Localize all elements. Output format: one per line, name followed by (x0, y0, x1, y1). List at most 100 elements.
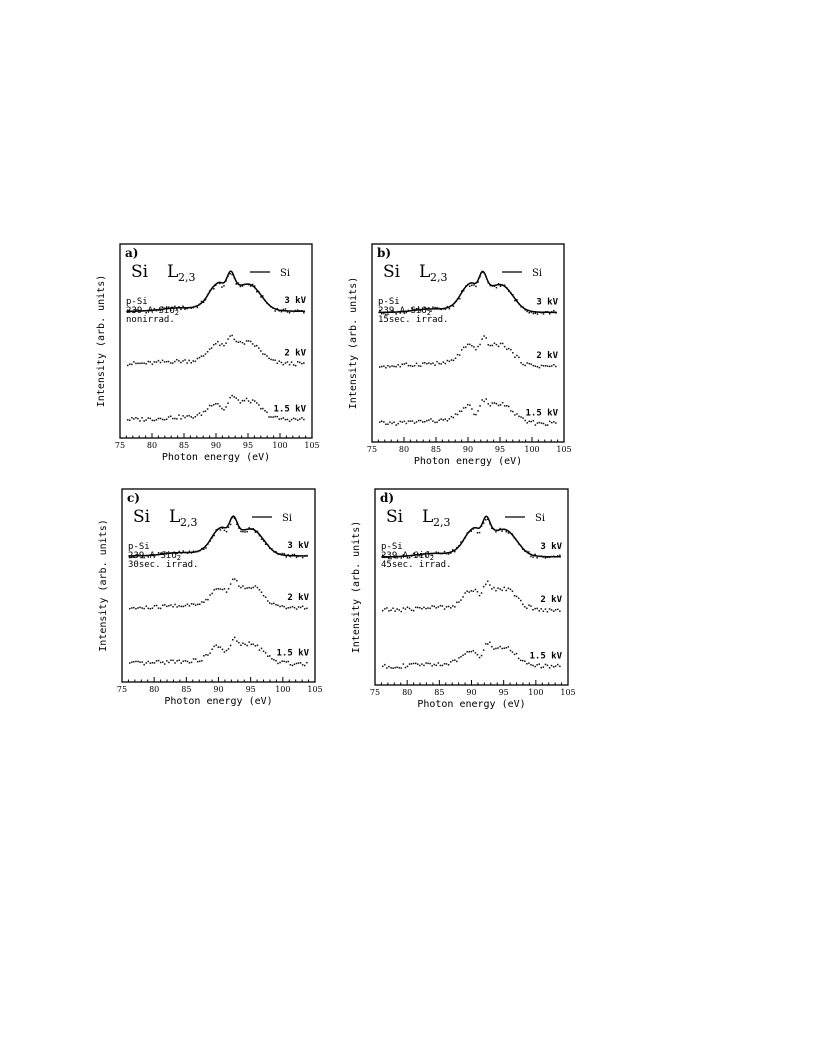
data-point (213, 645, 215, 648)
data-point (534, 424, 537, 426)
data-point (289, 606, 292, 609)
series-dots (127, 394, 305, 423)
data-point (396, 666, 398, 668)
data-point (238, 641, 240, 644)
data-point (389, 366, 391, 368)
data-point (510, 410, 512, 412)
data-point (215, 644, 217, 646)
data-point (127, 419, 129, 421)
data-point (168, 661, 170, 664)
data-point (233, 396, 235, 398)
data-point (546, 310, 549, 313)
data-point (234, 636, 236, 639)
x-tick-label: 100 (272, 441, 287, 450)
data-point (301, 362, 303, 365)
data-point (499, 645, 501, 648)
data-point (176, 552, 178, 554)
data-point (153, 662, 156, 664)
data-point (201, 547, 203, 550)
data-point (301, 664, 304, 666)
data-point (476, 654, 479, 656)
data-point (301, 417, 303, 419)
data-point (256, 644, 259, 647)
data-point (141, 661, 143, 663)
data-point (277, 553, 279, 555)
data-point (462, 654, 464, 656)
data-point (405, 311, 408, 314)
data-point (393, 365, 395, 368)
data-point (178, 306, 180, 308)
data-point (536, 366, 539, 368)
data-point (188, 550, 191, 552)
series-label: 2 kV (536, 351, 558, 361)
x-tick-label: 90 (466, 688, 476, 697)
data-point (301, 556, 304, 559)
data-point (429, 662, 431, 665)
data-point (184, 551, 187, 554)
data-point (450, 415, 453, 418)
data-point (497, 404, 500, 407)
data-point (240, 586, 242, 589)
data-point (415, 606, 417, 609)
data-point (229, 273, 231, 275)
data-point (200, 414, 203, 416)
data-point (530, 311, 532, 313)
data-point (202, 410, 205, 413)
data-point (258, 347, 260, 349)
data-point (180, 418, 182, 420)
data-point (401, 311, 403, 313)
data-point (223, 529, 226, 532)
data-point (423, 553, 425, 555)
data-point (227, 275, 229, 277)
data-point (505, 647, 507, 649)
data-point (445, 553, 448, 555)
data-point (274, 415, 276, 418)
legend-text: Si (535, 513, 545, 524)
data-point (260, 350, 262, 352)
data-point (194, 416, 197, 418)
data-point (172, 659, 174, 662)
data-point (157, 309, 160, 311)
data-point (145, 554, 147, 557)
data-point (522, 603, 524, 606)
data-point (135, 309, 137, 311)
data-point (485, 398, 487, 400)
data-point (468, 651, 470, 653)
data-point (256, 586, 259, 589)
data-point (268, 357, 270, 360)
data-point (462, 407, 465, 409)
data-point (247, 283, 250, 286)
data-point (415, 308, 418, 310)
data-point (447, 553, 450, 555)
series-label: 3 kV (284, 296, 306, 306)
data-point (483, 400, 485, 403)
data-point (270, 416, 272, 418)
sample-description-line: 30sec. irrad. (128, 560, 198, 570)
data-point (277, 662, 279, 665)
data-point (184, 660, 187, 662)
data-point (383, 421, 385, 423)
data-point (499, 404, 502, 406)
data-point (304, 608, 306, 610)
data-point (141, 417, 143, 419)
data-point (471, 408, 473, 410)
data-point (208, 404, 211, 407)
data-point (471, 345, 473, 347)
series-dots (382, 518, 561, 560)
data-point (247, 340, 250, 342)
data-point (190, 307, 192, 309)
data-point (254, 345, 256, 347)
data-point (506, 287, 508, 289)
data-point (485, 643, 487, 645)
edge-label: L (167, 262, 178, 282)
data-point (231, 334, 233, 337)
edge-label: L (419, 262, 430, 282)
data-point (398, 556, 400, 558)
chart-panel: 75 80 85 90 95 100 105 Photon energy (eV) Intens… (98, 488, 323, 707)
data-point (493, 528, 495, 530)
data-point (546, 424, 549, 426)
data-point (464, 653, 466, 655)
data-point (184, 604, 187, 607)
data-point (514, 299, 516, 302)
